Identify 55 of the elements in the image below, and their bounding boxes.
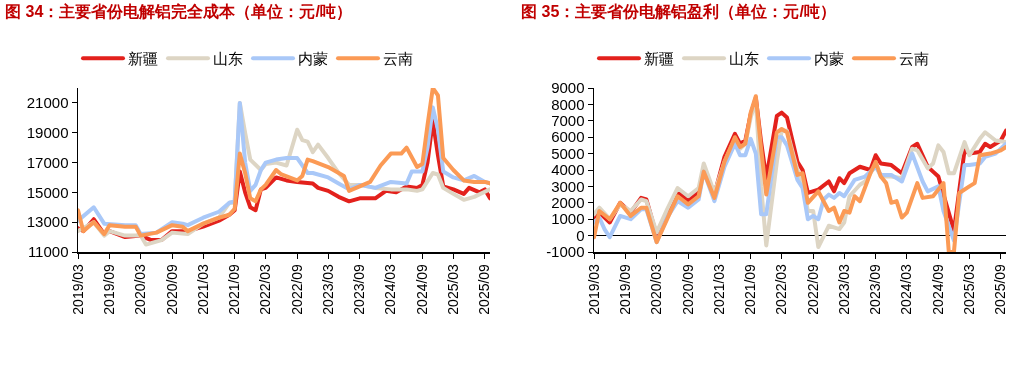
x-tick-label: 2023/03 [319,263,336,315]
y-tick-label: 8000 [551,95,585,113]
x-tick-label: 2023/03 [835,263,852,315]
x-tick-label: 2020/09 [679,263,696,315]
y-tick-label: 5000 [551,144,585,162]
x-tick-label: 2021/03 [710,263,727,315]
x-tick-label: 2022/09 [288,263,305,315]
x-tick-label: 2023/09 [351,263,368,315]
x-tick-label: 2022/09 [804,263,821,315]
x-tick-label: 2019/03 [585,263,602,315]
y-tick-label: 1000 [551,210,585,228]
x-tick-label: 2019/09 [101,263,118,315]
y-tick-label: 9000 [551,79,585,97]
x-tick-label: 2020/09 [163,263,180,315]
legend-label: 云南 [899,49,929,67]
x-tick-label: 2025/09 [992,263,1009,315]
y-tick-label: 19000 [26,123,69,141]
x-tick-label: 2024/09 [413,263,430,315]
chart-title: 图 35：主要省份电解铝盈利（单位：元/吨） [521,1,836,21]
x-tick-label: 2025/03 [960,263,977,315]
x-tick-label: 2020/03 [648,263,665,315]
x-tick-label: 2021/03 [194,263,211,315]
y-tick-label: 4000 [551,161,585,179]
x-tick-label: 2024/09 [929,263,946,315]
x-tick-label: 2024/03 [898,263,915,315]
y-tick-label: 11000 [27,243,69,261]
y-tick-label: 6000 [551,128,585,146]
y-tick-label: 3000 [551,177,585,195]
y-tick-label: 17000 [26,153,69,171]
x-tick-label: 2021/09 [226,263,243,315]
x-tick-label: 2022/03 [773,263,790,315]
x-tick-label: 2019/03 [69,263,86,315]
legend-label: 山东 [213,49,243,67]
y-tick-label: 13000 [26,213,69,231]
x-tick-label: 2025/09 [476,263,493,315]
legend-label: 云南 [383,49,413,67]
x-tick-label: 2025/03 [444,263,461,315]
x-tick-label: 2023/09 [867,263,884,315]
x-tick-label: 2021/09 [742,263,759,315]
y-tick-label: 7000 [551,112,585,130]
x-tick-label: 2020/03 [132,263,149,315]
x-tick-label: 2022/03 [257,263,274,315]
legend-label: 山东 [729,49,759,67]
legend-label: 内蒙 [298,49,328,67]
legend-label: 新疆 [644,49,674,67]
y-tick-label: 21000 [26,94,69,112]
legend-label: 新疆 [128,49,158,67]
x-tick-label: 2019/09 [617,263,634,315]
x-tick-label: 2024/03 [382,263,399,315]
y-tick-label: -1000 [546,243,585,261]
y-tick-label: 2000 [551,194,585,212]
y-tick-label: 0 [576,226,585,244]
chart-title: 图 34：主要省份电解铝完全成本（单位：元/吨） [5,1,352,21]
y-tick-label: 15000 [26,183,69,201]
legend-label: 内蒙 [814,49,844,67]
